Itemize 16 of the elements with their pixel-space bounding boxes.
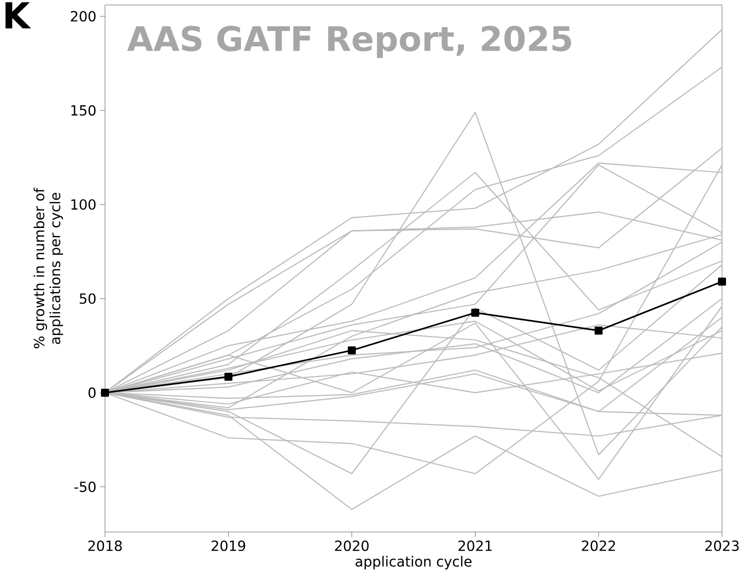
annotation: AAS GATF Report, 2025 bbox=[127, 26, 572, 58]
x-tick-label: 2021 bbox=[458, 540, 492, 552]
y-tick-label: 0 bbox=[88, 387, 96, 398]
x-axis-title: application cycle bbox=[356, 556, 472, 570]
y-tick-label: 50 bbox=[80, 293, 96, 304]
y-tick-label: 150 bbox=[71, 105, 96, 116]
y-tick-label: 200 bbox=[70, 10, 96, 22]
y-axis-title: % growth in number of applications per cycle bbox=[34, 188, 64, 348]
x-tick-label: 2019 bbox=[212, 540, 246, 552]
x-tick-label: 2022 bbox=[582, 540, 615, 552]
x-tick-label: 2023 bbox=[705, 540, 739, 552]
y-tick-label: 100 bbox=[71, 199, 96, 210]
x-tick-label: 2020 bbox=[335, 540, 369, 552]
x-tick-label: 2018 bbox=[88, 540, 122, 552]
y-tick-label: -50 bbox=[74, 482, 96, 492]
text: K bbox=[6, 2, 32, 28]
